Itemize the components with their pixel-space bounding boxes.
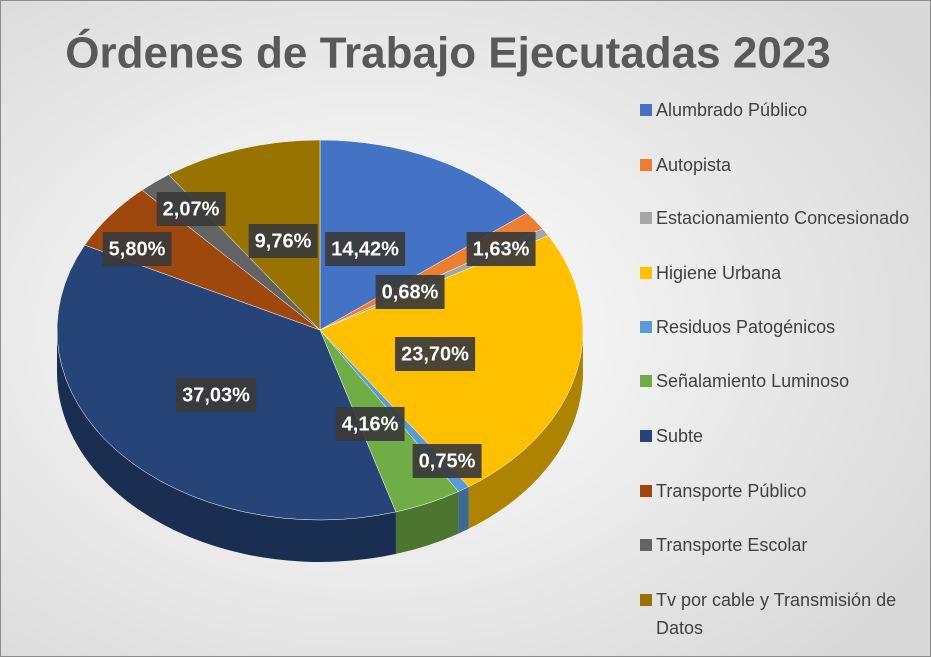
legend-swatch bbox=[640, 375, 652, 387]
legend-item: Residuos Patogénicos bbox=[640, 313, 924, 341]
slice-side bbox=[458, 486, 469, 534]
legend-item: Tv por cable y Transmisión de Datos bbox=[640, 586, 924, 642]
legend-item: Estacionamiento Concesionado bbox=[640, 204, 924, 232]
data-label: 9,76% bbox=[255, 230, 312, 252]
legend-label: Transporte Escolar bbox=[656, 535, 808, 555]
data-labels: 14,42% 1,63% 0,68% 23,70% 0,75% 4,16% 37,03% 5,… bbox=[102, 192, 536, 478]
legend-item: Transporte Público bbox=[640, 477, 924, 505]
chart-title: Órdenes de Trabajo Ejecutadas 2023 bbox=[65, 28, 830, 78]
pie-tops bbox=[56, 139, 584, 521]
legend-swatch bbox=[640, 485, 652, 497]
slice bbox=[319, 139, 528, 331]
legend-label: Subte bbox=[656, 426, 704, 446]
data-label-box bbox=[156, 192, 226, 226]
slice bbox=[168, 139, 321, 331]
legend-swatch bbox=[640, 159, 652, 171]
data-label: 5,80% bbox=[109, 238, 166, 260]
legend-label: Transporte Público bbox=[656, 481, 807, 501]
data-label: 2,07% bbox=[163, 198, 220, 220]
legend-item: Subte bbox=[640, 422, 924, 450]
legend-swatch bbox=[640, 539, 652, 551]
legend-swatch bbox=[640, 321, 652, 333]
data-label-box bbox=[395, 337, 476, 371]
legend-swatch bbox=[640, 594, 652, 606]
data-label-box bbox=[248, 224, 318, 258]
data-label-box bbox=[375, 275, 445, 309]
legend-swatch bbox=[640, 104, 652, 116]
legend-label: Alumbrado Público bbox=[656, 100, 808, 120]
data-label-box bbox=[176, 378, 257, 412]
legend-swatch bbox=[640, 212, 652, 224]
data-label: 0,68% bbox=[382, 281, 439, 303]
slice-side bbox=[395, 491, 459, 554]
legend-item: Transporte Escolar bbox=[640, 531, 924, 559]
data-label-box bbox=[412, 444, 482, 478]
data-label: 23,70% bbox=[401, 343, 469, 365]
data-label: 37,03% bbox=[182, 384, 250, 406]
legend-label: Autopista bbox=[656, 155, 732, 175]
legend-label: Residuos Patogénicos bbox=[656, 317, 836, 337]
legend-item: Higiene Urbana bbox=[640, 259, 924, 287]
legend-swatch bbox=[640, 430, 652, 442]
data-label: 14,42% bbox=[331, 238, 399, 260]
legend-item: Autopista bbox=[640, 151, 924, 179]
pie-sides bbox=[57, 330, 583, 562]
data-label-box bbox=[335, 407, 405, 441]
legend: Alumbrado Público Autopista Estacionamient… bbox=[640, 0, 931, 657]
legend-item: Señalamiento Luminoso bbox=[640, 367, 924, 395]
data-label-box bbox=[325, 232, 406, 266]
data-label: 1,63% bbox=[473, 238, 530, 260]
legend-item: Alumbrado Público bbox=[640, 96, 924, 124]
legend-label: Higiene Urbana bbox=[656, 263, 782, 283]
legend-label: Estacionamiento Concesionado bbox=[656, 208, 910, 228]
data-label-box bbox=[102, 232, 172, 266]
slice-side bbox=[468, 330, 583, 529]
legend-label: Tv por cable y Transmisión de Datos bbox=[656, 590, 897, 638]
slice-side bbox=[57, 330, 396, 562]
data-label-box bbox=[466, 232, 536, 266]
data-label: 4,16% bbox=[342, 413, 399, 435]
legend-swatch bbox=[640, 267, 652, 279]
legend-label: Señalamiento Luminoso bbox=[656, 371, 850, 391]
data-label: 0,75% bbox=[419, 450, 476, 472]
